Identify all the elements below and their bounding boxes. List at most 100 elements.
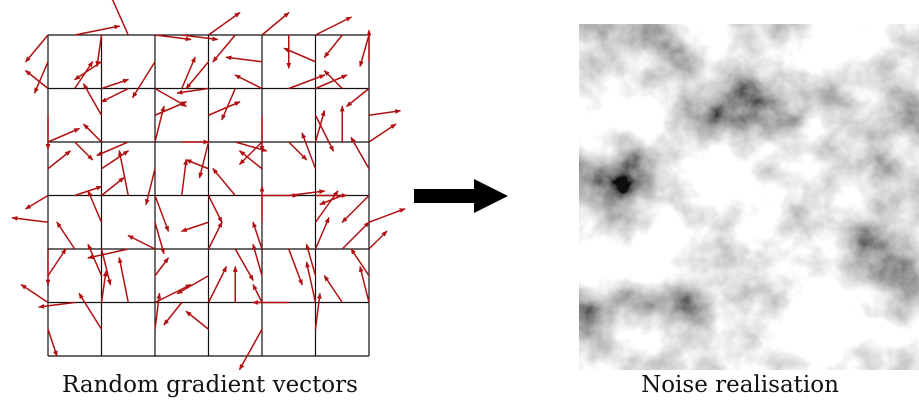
gradient-vector-arrow bbox=[198, 141, 210, 179]
noise-image bbox=[579, 24, 919, 370]
gradient-vector-arrow bbox=[95, 34, 103, 68]
gradient-vector-arrow bbox=[101, 176, 125, 197]
gradient-vector-arrow bbox=[235, 141, 268, 152]
gradient-vector-arrow bbox=[305, 261, 317, 303]
gradient-vector-arrow bbox=[288, 189, 326, 197]
gradient-vector-arrow bbox=[176, 275, 209, 295]
gradient-vector-arrow bbox=[341, 221, 370, 250]
gradient-vector-arrow bbox=[74, 61, 94, 89]
gradient-vector-arrow bbox=[74, 61, 102, 81]
gradient-vector-arrow bbox=[117, 256, 129, 303]
gradient-vector-arrow bbox=[163, 302, 183, 326]
gradient-vector-arrow bbox=[78, 292, 103, 330]
gradient-vector-arrow bbox=[368, 109, 402, 116]
gradient-vector-arrow bbox=[185, 159, 209, 170]
gradient-vector-arrow bbox=[208, 101, 241, 116]
gradient-vector-arrow bbox=[358, 265, 370, 303]
gradient-vector-arrow bbox=[96, 141, 129, 157]
gradient-vector-arrow bbox=[154, 257, 170, 277]
gradient-vector-arrow bbox=[154, 101, 188, 116]
gradient-vector-arrow bbox=[283, 47, 316, 63]
gradient-vector-arrow bbox=[212, 34, 236, 63]
gradient-vector-arrow bbox=[154, 34, 192, 42]
gradient-vector-arrow bbox=[181, 34, 219, 42]
gradient-vector-arrow bbox=[185, 61, 210, 90]
gradient-vector-arrow bbox=[315, 16, 353, 36]
gradient-vector-arrow bbox=[110, 0, 129, 36]
gradient-vector-arrow bbox=[33, 61, 49, 94]
gradient-vector-arrow bbox=[207, 221, 223, 250]
gradient-vector-arrow bbox=[314, 114, 335, 152]
gradient-vector-arrow bbox=[47, 329, 58, 357]
gradient-vector-arrow bbox=[154, 222, 165, 255]
gradient-vector-arrow bbox=[238, 328, 263, 371]
gradient-vector-arrow bbox=[185, 310, 209, 330]
gradient-vector-arrow bbox=[368, 123, 397, 143]
gradient-vector-arrow bbox=[82, 83, 103, 116]
gradient-vector-arrow bbox=[288, 248, 303, 286]
gradient-vector-arrow bbox=[101, 78, 130, 90]
gradient-vector-arrow bbox=[323, 69, 343, 90]
gradient-vector-arrow bbox=[350, 136, 370, 170]
gradient-vector-arrow bbox=[252, 221, 263, 250]
gradient-vector-arrow bbox=[100, 270, 108, 303]
gradient-vector-arrow bbox=[314, 216, 330, 250]
gradient-vector-arrow bbox=[314, 292, 322, 330]
gradient-vector-arrow bbox=[368, 208, 406, 223]
gradient-vector-arrow bbox=[47, 127, 81, 143]
gradient-vector-arrow bbox=[234, 248, 254, 282]
gradient-vector-arrow bbox=[288, 141, 308, 161]
gradient-vector-arrow bbox=[346, 87, 370, 108]
gradient-grid-panel bbox=[11, 0, 406, 371]
gradient-vector-arrow bbox=[82, 123, 103, 143]
gradient-vector-arrow bbox=[314, 109, 326, 143]
gradient-vector-arrow bbox=[301, 132, 317, 170]
gradient-vector-arrow bbox=[238, 141, 263, 166]
gradient-vector-arrow bbox=[87, 248, 129, 260]
gradient-vector-arrow bbox=[288, 74, 326, 90]
caption-random-gradient-vectors: Random gradient vectors bbox=[62, 372, 358, 398]
gradient-vector-arrow bbox=[315, 74, 348, 90]
gradient-vector-arrow bbox=[100, 87, 129, 103]
gradient-vector-arrow bbox=[20, 283, 49, 304]
gradient-vector-arrow bbox=[221, 88, 236, 121]
gradient-vector-arrow bbox=[225, 55, 263, 63]
gradient-vector-arrow bbox=[207, 265, 228, 303]
gradient-vector-arrow bbox=[56, 221, 76, 250]
gradient-vector-arrow bbox=[314, 190, 339, 223]
gradient-vector-arrow bbox=[350, 248, 370, 277]
gradient-vector-arrow bbox=[154, 105, 166, 143]
gradient-vector-arrow bbox=[234, 74, 263, 90]
transform-arrow bbox=[414, 179, 508, 213]
gradient-vector-arrow bbox=[181, 158, 188, 196]
gradient-vector-arrow bbox=[117, 149, 129, 196]
gradient-vector-arrow bbox=[368, 230, 388, 250]
gradient-vector-arrow bbox=[154, 283, 192, 304]
gradient-vector-arrow bbox=[25, 69, 49, 90]
caption-noise-realisation: Noise realisation bbox=[641, 372, 839, 398]
gradient-vector-arrow bbox=[127, 234, 156, 250]
gradient-vector-arrow bbox=[323, 275, 343, 303]
gradient-vector-arrow bbox=[181, 56, 196, 89]
gradient-vector-arrow bbox=[208, 11, 241, 36]
gradient-vector-arrow bbox=[131, 61, 156, 99]
gradient-vector-arrow bbox=[47, 150, 71, 170]
gradient-vector-arrow bbox=[144, 168, 156, 206]
gradient-vector-arrow bbox=[74, 141, 94, 161]
gradient-vector-arrow bbox=[154, 195, 170, 233]
gradient-vector-arrow bbox=[87, 243, 103, 277]
gradient-vector-arrow bbox=[101, 150, 129, 170]
noise-realisation-panel bbox=[579, 24, 919, 370]
gradient-vector-arrow bbox=[24, 194, 49, 210]
gradient-vector-arrow bbox=[154, 292, 162, 330]
gradient-vector-arrow bbox=[207, 195, 223, 224]
gradient-vector-arrow bbox=[359, 34, 370, 68]
gradient-vector-arrow bbox=[47, 248, 67, 277]
gradient-vector-arrow bbox=[239, 150, 263, 170]
gradient-vector-arrow bbox=[24, 34, 49, 63]
gradient-vector-arrow bbox=[212, 168, 236, 196]
gradient-vector-arrow bbox=[74, 24, 121, 36]
gradient-vector-arrow bbox=[11, 216, 49, 223]
gradient-vector-arrow bbox=[323, 34, 343, 58]
